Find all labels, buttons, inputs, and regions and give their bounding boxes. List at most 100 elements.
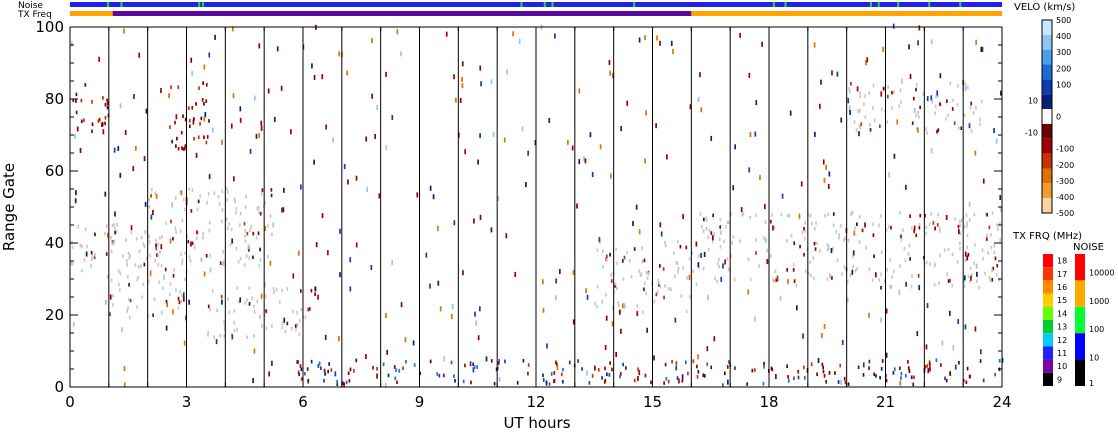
cell — [714, 276, 716, 281]
cell — [138, 52, 141, 58]
cell — [753, 316, 756, 322]
cell — [343, 164, 346, 170]
cell — [695, 241, 698, 247]
cell — [83, 258, 86, 262]
cell — [790, 234, 793, 238]
cell — [822, 369, 825, 374]
velocity-tick-label: 10 — [1028, 96, 1038, 105]
cell — [286, 321, 289, 326]
cell — [696, 375, 699, 379]
cell — [872, 233, 875, 237]
cell — [200, 116, 203, 121]
cell — [632, 220, 634, 226]
cell — [746, 382, 748, 386]
cell — [116, 223, 119, 227]
cell — [134, 263, 137, 267]
cell — [861, 228, 864, 233]
cell — [953, 121, 956, 125]
cell — [999, 238, 1002, 242]
cell — [878, 223, 880, 228]
cell — [705, 216, 708, 220]
cell — [227, 297, 229, 301]
txfreq-strip-label: TX Freq — [17, 10, 52, 20]
cell — [514, 271, 517, 277]
cell — [917, 273, 920, 278]
cell — [168, 93, 170, 99]
cell — [235, 246, 238, 251]
cell — [975, 105, 977, 110]
ground-scatter-diagonal — [148, 186, 273, 268]
cell — [610, 273, 612, 277]
cell — [907, 252, 910, 256]
cell — [568, 360, 571, 365]
cell — [763, 364, 765, 369]
velocity-tick-label: -200 — [1056, 161, 1074, 170]
cell — [973, 212, 976, 217]
cell — [155, 193, 158, 199]
cell — [461, 76, 463, 82]
cell — [968, 123, 971, 129]
cell — [271, 232, 273, 237]
cell — [843, 376, 846, 381]
cell — [83, 118, 85, 123]
cell — [840, 117, 843, 123]
cell — [930, 39, 933, 45]
cell — [393, 365, 396, 369]
cell — [106, 98, 109, 103]
cell — [169, 238, 172, 244]
cell — [506, 69, 509, 75]
cell — [930, 148, 933, 154]
cell — [203, 271, 206, 277]
cell — [985, 212, 988, 216]
cell — [773, 279, 775, 284]
txfreq-swatch — [1043, 267, 1053, 281]
cell — [475, 320, 478, 326]
cell — [742, 211, 745, 216]
cell — [811, 221, 813, 226]
cell — [248, 302, 251, 306]
cell — [974, 150, 977, 156]
cell — [313, 74, 316, 80]
cell — [149, 274, 152, 278]
cell — [180, 190, 183, 196]
cell — [795, 305, 798, 311]
cell — [374, 133, 376, 139]
cell — [763, 236, 765, 240]
cell — [788, 213, 791, 218]
cell — [325, 124, 327, 130]
y-tick-label: 20 — [45, 306, 64, 324]
cell — [958, 229, 960, 235]
cell — [469, 361, 472, 367]
cell — [79, 243, 82, 248]
cell — [387, 373, 390, 378]
cell — [169, 125, 171, 129]
cell — [485, 356, 488, 362]
cell — [706, 346, 709, 352]
cell — [913, 229, 915, 234]
cell — [450, 313, 453, 319]
cell — [122, 254, 124, 258]
cell — [872, 83, 875, 88]
cell — [754, 213, 757, 218]
cell — [835, 229, 838, 234]
cell — [702, 266, 705, 271]
cell — [843, 238, 845, 243]
cell — [230, 227, 233, 232]
cell — [158, 280, 161, 285]
cell — [265, 326, 268, 331]
cell — [766, 248, 768, 253]
cell — [602, 249, 604, 254]
cell — [259, 247, 261, 252]
cell — [697, 254, 700, 258]
cell — [113, 147, 116, 153]
cell — [400, 51, 402, 57]
cell — [125, 258, 128, 263]
cell — [941, 340, 944, 346]
cell — [722, 263, 724, 269]
txfreq-tick-label: 11 — [1057, 349, 1067, 358]
cell — [177, 296, 180, 301]
cell — [190, 209, 193, 213]
cell — [826, 243, 829, 247]
cell — [685, 309, 688, 314]
cell — [119, 271, 122, 276]
